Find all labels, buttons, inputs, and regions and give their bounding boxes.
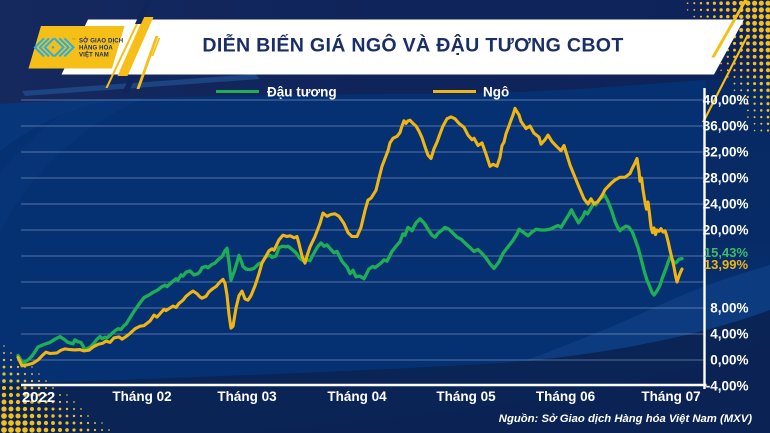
svg-text:32,00%: 32,00% <box>703 145 749 160</box>
svg-text:Ngô: Ngô <box>483 85 509 100</box>
svg-text:28,00%: 28,00% <box>703 171 749 186</box>
svg-text:DIỄN BIẾN GIÁ NGÔ VÀ ĐẬU TƯƠNG: DIỄN BIẾN GIÁ NGÔ VÀ ĐẬU TƯƠNG CBOT <box>202 33 623 57</box>
svg-text:4,00%: 4,00% <box>710 327 748 342</box>
svg-text:™: ™ <box>72 38 76 42</box>
svg-text:Tháng 06: Tháng 06 <box>536 389 596 404</box>
svg-text:20,00%: 20,00% <box>703 223 749 238</box>
svg-text:40,00%: 40,00% <box>703 93 749 108</box>
svg-text:Tháng 07: Tháng 07 <box>641 389 700 404</box>
svg-text:13,99%: 13,99% <box>704 257 749 272</box>
svg-text:SỞ GIAO DỊCH: SỞ GIAO DỊCH <box>79 37 123 44</box>
svg-text:-4,00%: -4,00% <box>706 379 749 394</box>
svg-text:2022: 2022 <box>22 389 55 406</box>
svg-text:Đậu tương: Đậu tương <box>267 85 337 100</box>
svg-text:Tháng 02: Tháng 02 <box>112 389 171 404</box>
svg-text:8,00%: 8,00% <box>710 301 748 316</box>
svg-text:0,00%: 0,00% <box>710 353 748 368</box>
svg-text:VIỆT NAM: VIỆT NAM <box>79 50 109 58</box>
svg-text:Tháng 04: Tháng 04 <box>327 389 387 404</box>
svg-text:36,00%: 36,00% <box>703 119 749 134</box>
svg-text:Tháng 03: Tháng 03 <box>217 389 277 404</box>
svg-text:Tháng 05: Tháng 05 <box>436 389 496 404</box>
svg-text:HÀNG HÓA: HÀNG HÓA <box>79 44 113 52</box>
svg-text:15,43%: 15,43% <box>704 245 749 260</box>
svg-text:Nguồn: Sở Giao dịch Hàng hóa V: Nguồn: Sở Giao dịch Hàng hóa Việt Nam (M… <box>499 413 752 425</box>
svg-text:24,00%: 24,00% <box>703 197 749 212</box>
